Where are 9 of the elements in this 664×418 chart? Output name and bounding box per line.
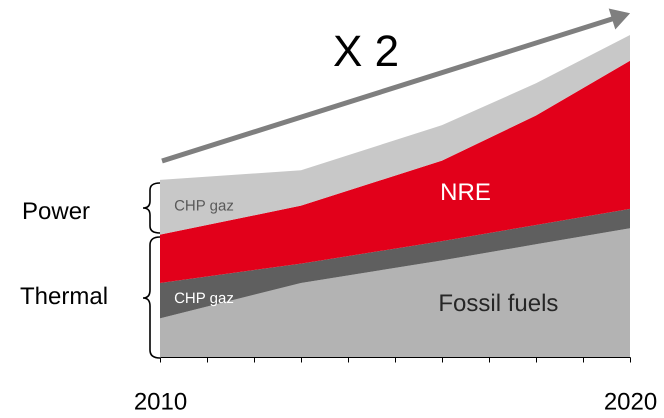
- series-label: Fossil fuels: [438, 290, 558, 317]
- x-tick-label: 2010: [134, 388, 188, 416]
- annotation: X 2: [333, 27, 400, 76]
- series-label: CHP gaz: [174, 290, 234, 307]
- x-tick-label: 2020: [604, 388, 658, 416]
- series-label: CHP gaz: [174, 197, 234, 214]
- series-label: NRE: [440, 179, 491, 206]
- text: Power: [22, 198, 90, 225]
- text: Thermal: [20, 283, 108, 310]
